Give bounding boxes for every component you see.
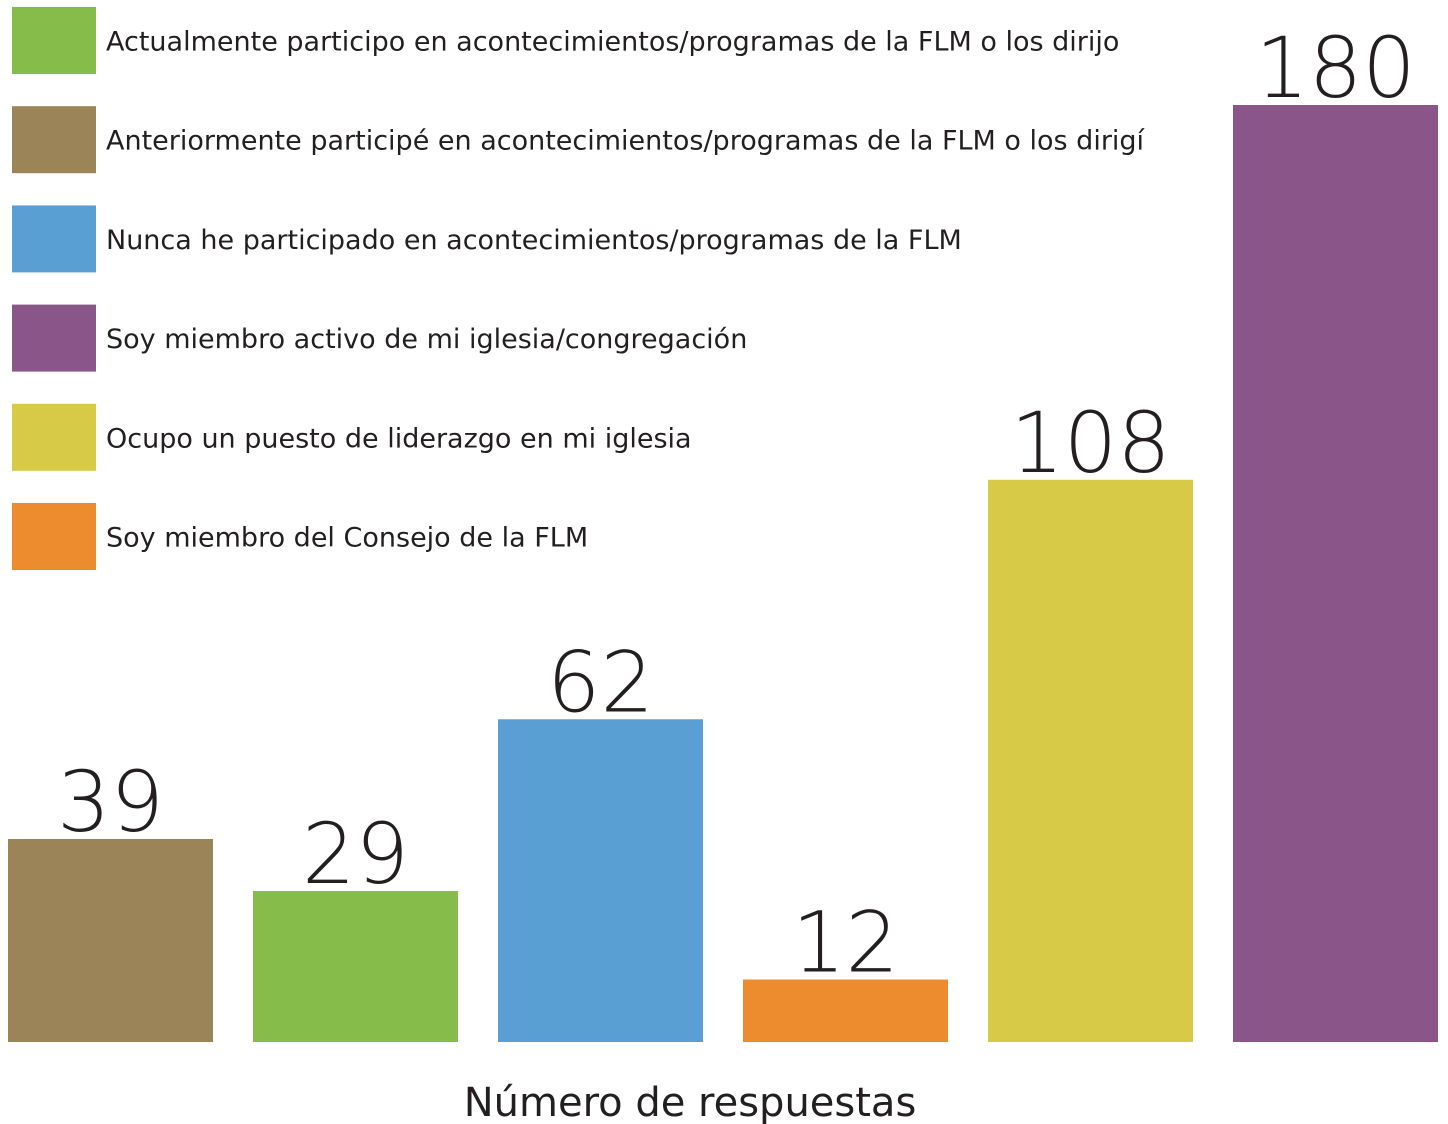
value-label: 180 [1255,19,1415,117]
legend-label: Ocupo un puesto de liderazgo en mi igles… [106,423,692,454]
legend-swatch [12,205,96,273]
value-label: 39 [57,753,164,851]
legend-swatch [12,7,96,74]
x-axis-label: Número de respuestas [464,1080,917,1124]
legend-label: Soy miembro del Consejo de la FLM [106,523,588,554]
legend-swatch [12,304,96,372]
legend-label: Actualmente participo en acontecimientos… [106,27,1119,58]
bar [743,979,948,1042]
legend-label: Nunca he participado en acontecimientos/… [106,225,962,256]
value-label: 29 [302,805,409,903]
bar [8,838,213,1042]
value-label: 108 [1010,394,1170,492]
bar [1233,105,1438,1042]
legend-label: Anteriormente participé en acontecimient… [106,126,1146,157]
legend-label: Soy miembro activo de mi iglesia/congreg… [106,324,747,355]
value-label: 62 [547,633,654,731]
legend-swatch [12,503,96,570]
bar [253,891,458,1042]
legend-swatch [12,403,96,471]
value-label: 12 [792,894,899,992]
bar [988,479,1193,1042]
bar [498,719,703,1042]
legend-swatch [12,106,96,174]
